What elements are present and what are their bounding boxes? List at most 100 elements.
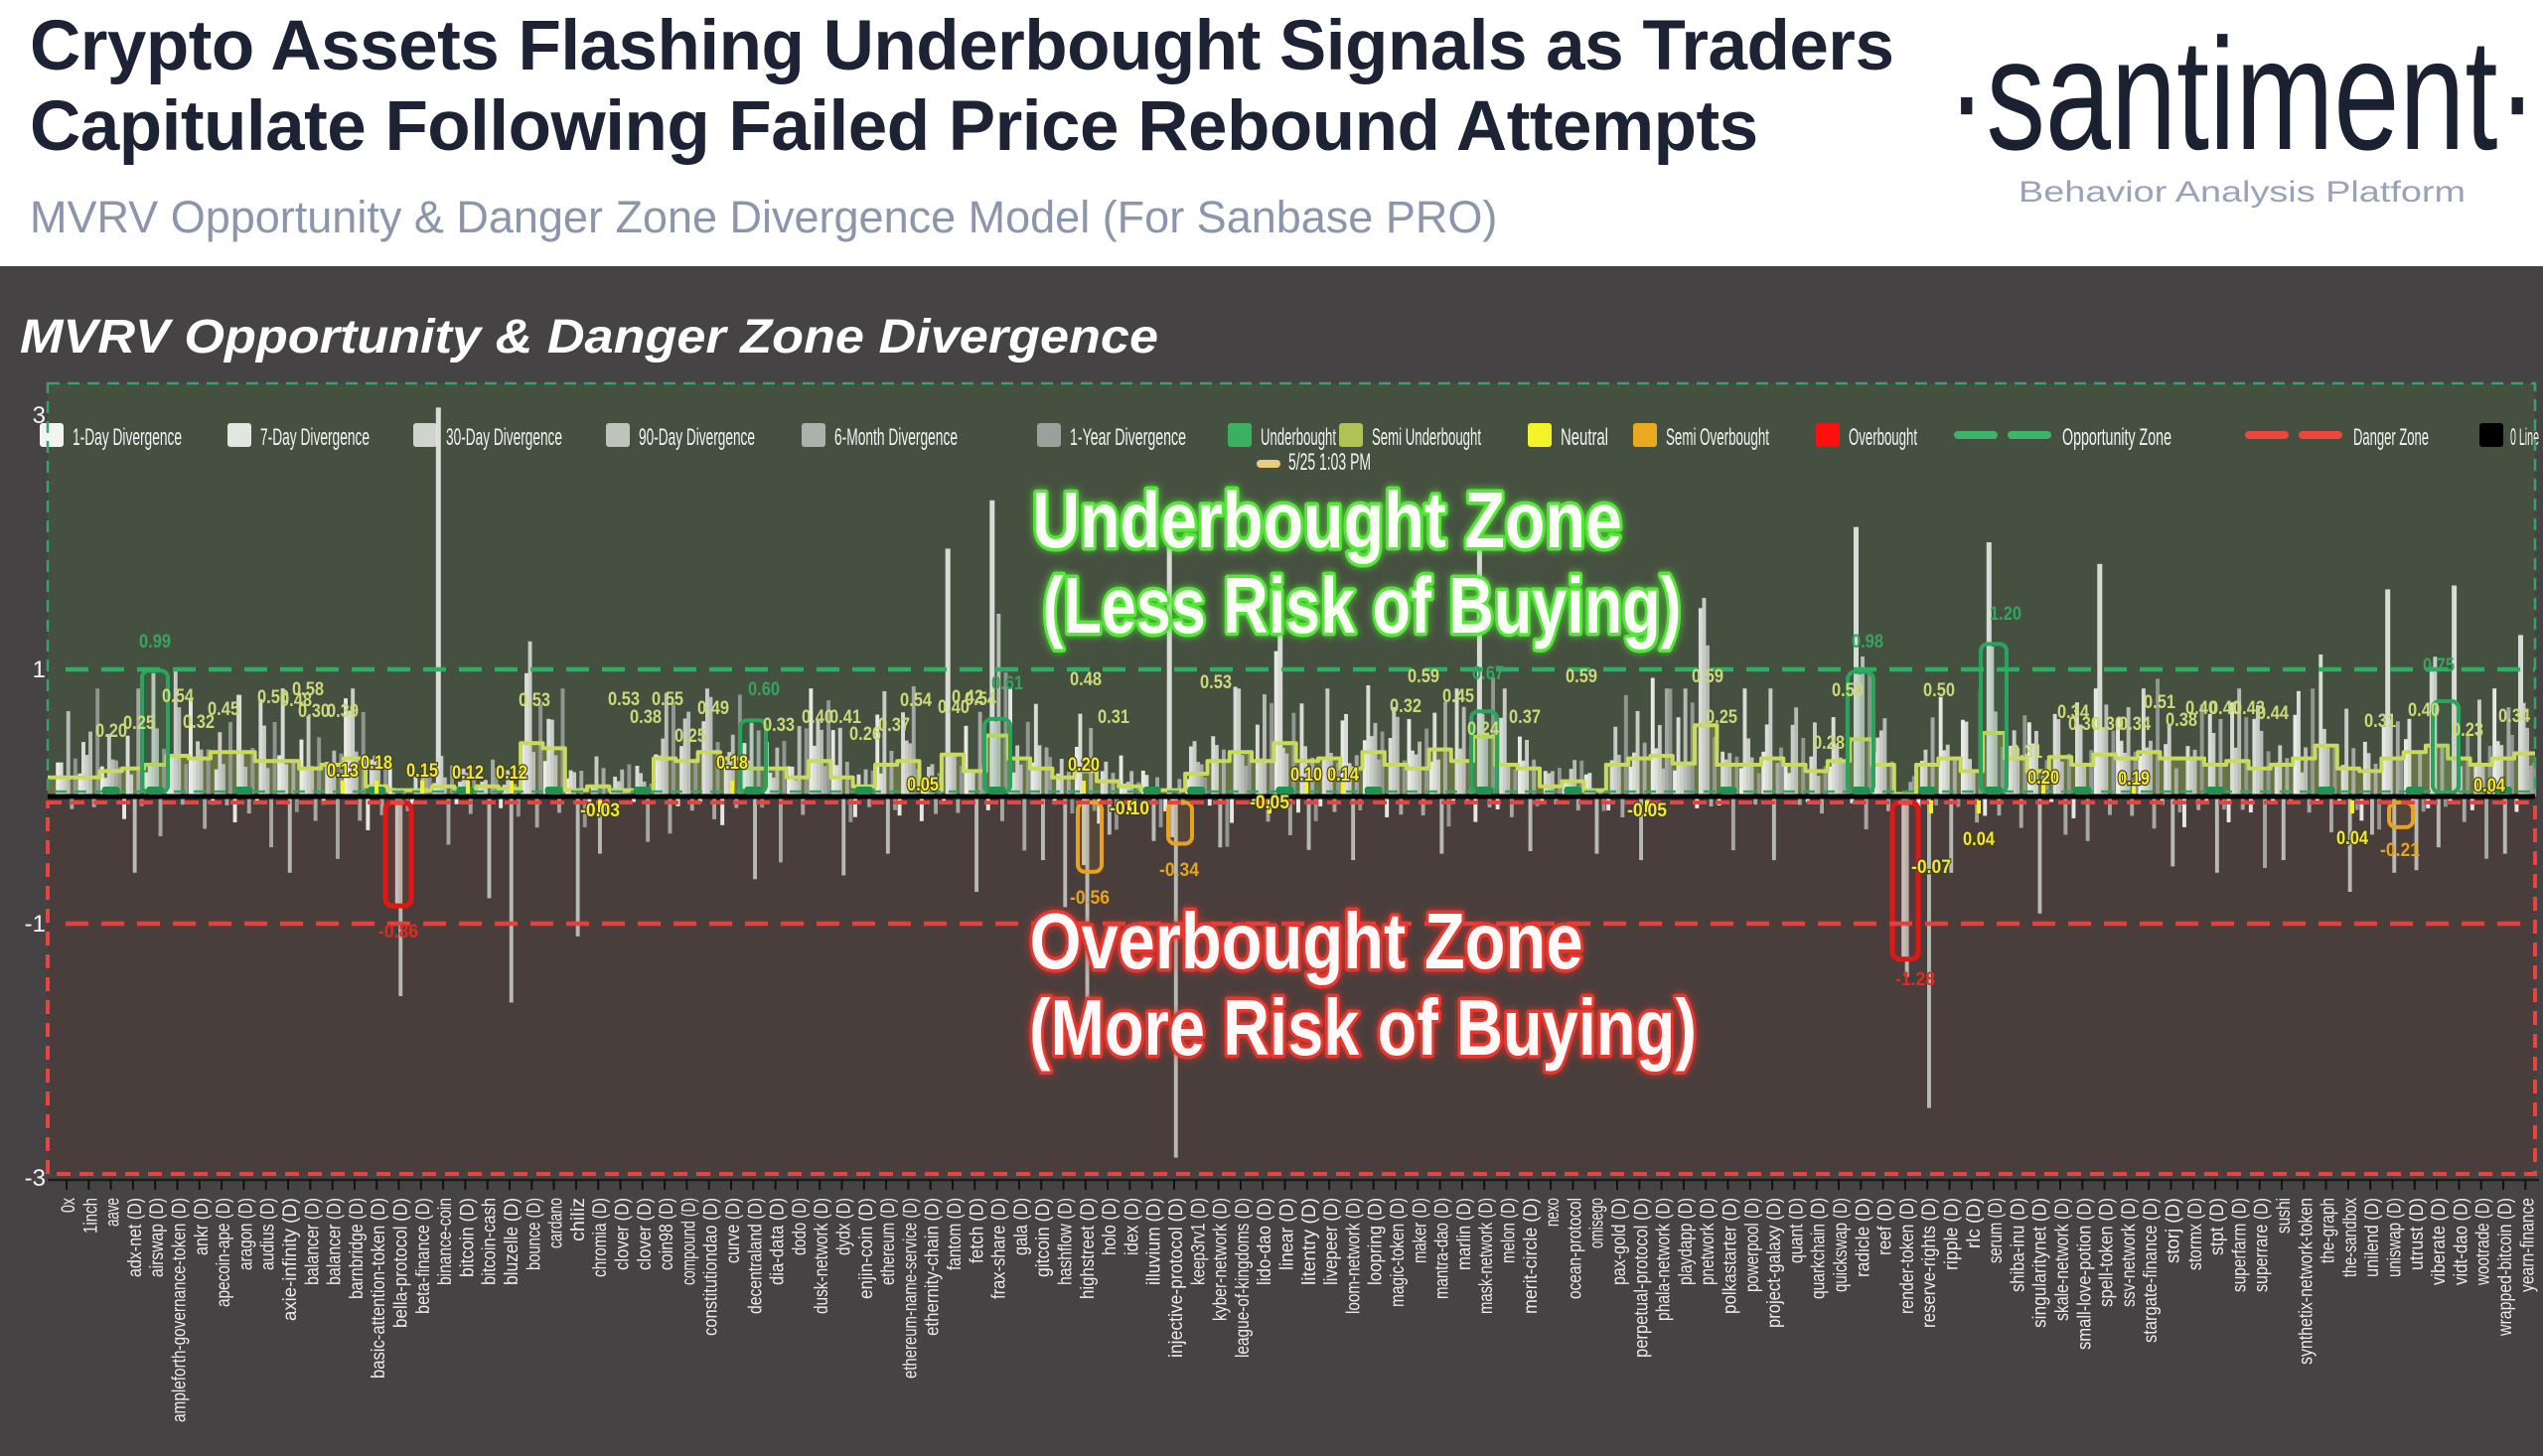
svg-text:perpetual-protocol (D): perpetual-protocol (D) xyxy=(1631,1198,1652,1358)
svg-text:barnbridge (D): barnbridge (D) xyxy=(347,1198,368,1299)
svg-text:aave: aave xyxy=(103,1198,124,1227)
svg-text:0.19: 0.19 xyxy=(2118,769,2150,790)
svg-text:skale-network (D): skale-network (D) xyxy=(2052,1198,2073,1321)
svg-text:idex (D): idex (D) xyxy=(1122,1198,1142,1255)
svg-text:ethernity-chain (D): ethernity-chain (D) xyxy=(923,1198,944,1336)
svg-text:lido-dao (D): lido-dao (D) xyxy=(1255,1198,1275,1285)
svg-text:0.39: 0.39 xyxy=(327,701,359,722)
svg-text:reserve-rights (D): reserve-rights (D) xyxy=(1919,1198,1940,1328)
svg-text:(More Risk of Buying): (More Risk of Buying) xyxy=(1029,983,1697,1072)
svg-text:viberate (D): viberate (D) xyxy=(2429,1198,2450,1285)
svg-text:keep3rv1 (D): keep3rv1 (D) xyxy=(1188,1198,1209,1285)
svg-text:clover (D): clover (D) xyxy=(613,1198,634,1270)
svg-text:0.54: 0.54 xyxy=(900,690,932,711)
svg-text:0.59: 0.59 xyxy=(1692,666,1723,687)
svg-text:mask-network (D): mask-network (D) xyxy=(1476,1198,1497,1314)
svg-text:0.12: 0.12 xyxy=(496,763,527,784)
svg-text:0.18: 0.18 xyxy=(716,753,748,774)
svg-text:0.40: 0.40 xyxy=(802,707,833,728)
svg-text:Neutral: Neutral xyxy=(1561,424,1608,451)
svg-text:3: 3 xyxy=(33,402,46,429)
svg-text:magic-token (D): magic-token (D) xyxy=(1388,1198,1409,1307)
svg-text:clover (D): clover (D) xyxy=(635,1198,656,1270)
svg-text:stargate-finance (D): stargate-finance (D) xyxy=(2141,1198,2162,1343)
svg-text:ampleforth-governance-token (D: ampleforth-governance-token (D) xyxy=(170,1198,191,1422)
svg-text:(Less Risk of Buying): (Less Risk of Buying) xyxy=(1043,561,1682,650)
svg-text:-0.05: -0.05 xyxy=(1627,801,1667,821)
svg-text:sushi: sushi xyxy=(2274,1198,2295,1234)
svg-text:spell-token (D): spell-token (D) xyxy=(2097,1198,2118,1307)
svg-text:Opportunity Zone: Opportunity Zone xyxy=(2062,424,2171,451)
svg-text:kyber-network (D): kyber-network (D) xyxy=(1211,1198,1232,1321)
svg-text:0.04: 0.04 xyxy=(2336,828,2368,849)
svg-text:chromia (D): chromia (D) xyxy=(590,1198,611,1277)
svg-text:0.32: 0.32 xyxy=(183,712,215,733)
svg-text:litentry (D): litentry (D) xyxy=(1299,1198,1320,1285)
svg-text:0.30: 0.30 xyxy=(2092,714,2124,735)
svg-text:0.45: 0.45 xyxy=(1442,686,1474,707)
svg-text:Underbought: Underbought xyxy=(1261,424,1336,451)
svg-text:wrapped-bitcoin (D): wrapped-bitcoin (D) xyxy=(2495,1198,2516,1337)
svg-text:0.23: 0.23 xyxy=(2452,720,2483,741)
svg-text:nexo: nexo xyxy=(1543,1198,1564,1227)
svg-text:0.40: 0.40 xyxy=(2209,698,2241,719)
svg-text:gala (D): gala (D) xyxy=(1011,1198,1032,1255)
svg-text:powerpool (D): powerpool (D) xyxy=(1742,1198,1763,1292)
svg-text:0.98: 0.98 xyxy=(1852,632,1883,653)
svg-text:0.50: 0.50 xyxy=(1923,680,1955,701)
svg-text:the-graph: the-graph xyxy=(2319,1198,2339,1263)
svg-text:vidt-dao (D): vidt-dao (D) xyxy=(2451,1198,2471,1285)
svg-text:-0.10: -0.10 xyxy=(1110,799,1149,819)
svg-text:aragon (D): aragon (D) xyxy=(235,1198,256,1270)
svg-text:decentraland (D): decentraland (D) xyxy=(745,1198,766,1314)
svg-text:curve (D): curve (D) xyxy=(723,1198,744,1263)
svg-text:1.20: 1.20 xyxy=(1990,604,2021,625)
svg-text:0.13: 0.13 xyxy=(327,761,359,782)
svg-text:MVRV Opportunity & Danger Zone: MVRV Opportunity & Danger Zone Divergenc… xyxy=(20,311,1158,364)
svg-text:0.10: 0.10 xyxy=(1290,765,1322,786)
svg-text:0.40: 0.40 xyxy=(2408,700,2440,721)
svg-text:90-Day Divergence: 90-Day Divergence xyxy=(639,424,755,451)
svg-text:superfarm (D): superfarm (D) xyxy=(2229,1198,2250,1292)
svg-text:dia-data (D): dia-data (D) xyxy=(768,1198,789,1285)
svg-text:shiba-inu (D): shiba-inu (D) xyxy=(2008,1198,2028,1292)
svg-text:6-Month Divergence: 6-Month Divergence xyxy=(834,424,958,451)
svg-text:0.20: 0.20 xyxy=(2027,768,2059,789)
svg-text:highstreet (D): highstreet (D) xyxy=(1078,1198,1099,1299)
svg-text:synthetix-network-token: synthetix-network-token xyxy=(2296,1198,2317,1365)
svg-text:superrare (D): superrare (D) xyxy=(2252,1198,2273,1292)
svg-text:-1: -1 xyxy=(25,911,46,938)
svg-text:Semi Overbought: Semi Overbought xyxy=(1666,424,1769,451)
svg-text:0.18: 0.18 xyxy=(361,753,392,774)
svg-text:constitutiondao (D): constitutiondao (D) xyxy=(701,1198,722,1336)
svg-text:polkastarter (D): polkastarter (D) xyxy=(1720,1198,1741,1314)
svg-text:1-Day Divergence: 1-Day Divergence xyxy=(73,424,182,451)
svg-text:-0.56: -0.56 xyxy=(1070,888,1110,909)
svg-text:0.55: 0.55 xyxy=(652,689,683,710)
svg-text:ripple (D): ripple (D) xyxy=(1942,1198,1963,1270)
svg-text:0.59: 0.59 xyxy=(1408,666,1439,687)
svg-text:0.49: 0.49 xyxy=(697,698,729,719)
svg-text:phala-network (D): phala-network (D) xyxy=(1654,1198,1675,1321)
svg-text:5/25 1:03 PM: 5/25 1:03 PM xyxy=(1288,449,1371,476)
svg-text:compound (D): compound (D) xyxy=(678,1198,699,1285)
svg-text:fantom (D): fantom (D) xyxy=(945,1198,966,1270)
svg-text:pax-gold (D): pax-gold (D) xyxy=(1609,1198,1630,1285)
svg-text:0.67: 0.67 xyxy=(1472,663,1504,684)
svg-text:0.53: 0.53 xyxy=(1200,672,1232,693)
svg-text:hashflow (D): hashflow (D) xyxy=(1056,1198,1077,1285)
svg-text:-0.03: -0.03 xyxy=(580,801,620,821)
svg-text:-0.86: -0.86 xyxy=(378,922,418,943)
svg-text:0.32: 0.32 xyxy=(1390,696,1421,717)
svg-text:balancer (D): balancer (D) xyxy=(325,1198,346,1285)
svg-text:-1.28: -1.28 xyxy=(1895,969,1935,990)
svg-text:30-Day Divergence: 30-Day Divergence xyxy=(446,424,562,451)
svg-text:0.34: 0.34 xyxy=(2119,714,2151,735)
svg-text:0.50: 0.50 xyxy=(257,687,289,708)
svg-text:radicle (D): radicle (D) xyxy=(1853,1198,1873,1277)
svg-text:project-galaxy (D): project-galaxy (D) xyxy=(1764,1198,1785,1328)
svg-text:render-token (D): render-token (D) xyxy=(1897,1198,1918,1314)
svg-text:audius (D): audius (D) xyxy=(258,1198,279,1270)
svg-text:bella-protocol (D): bella-protocol (D) xyxy=(391,1198,412,1328)
svg-text:adx-net (D): adx-net (D) xyxy=(125,1198,146,1277)
